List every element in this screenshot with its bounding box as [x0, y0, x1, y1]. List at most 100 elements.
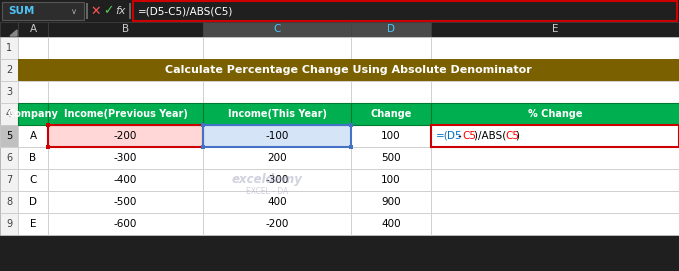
Bar — [48, 147, 203, 169]
Bar — [203, 125, 351, 147]
Text: E: E — [552, 24, 558, 34]
Text: 4: 4 — [6, 109, 12, 119]
Text: 2: 2 — [6, 65, 12, 75]
Text: 400: 400 — [381, 219, 401, 229]
Bar — [0, 191, 18, 213]
Text: ): ) — [515, 131, 519, 141]
Bar — [431, 191, 679, 213]
Bar — [431, 103, 679, 125]
Bar — [203, 213, 351, 235]
Bar — [203, 22, 351, 37]
Bar — [18, 103, 48, 125]
Bar — [431, 125, 679, 147]
Text: Income(Previous Year): Income(Previous Year) — [64, 109, 187, 119]
Bar — [431, 59, 679, 81]
Text: 6: 6 — [6, 153, 12, 163]
Bar — [431, 37, 679, 59]
Bar — [351, 125, 431, 147]
Bar — [129, 3, 130, 19]
Bar — [0, 147, 18, 169]
Text: -300: -300 — [265, 175, 289, 185]
Bar — [48, 81, 203, 103]
Text: B: B — [122, 24, 129, 34]
Bar — [0, 125, 18, 147]
Bar — [351, 103, 431, 125]
Bar — [0, 169, 18, 191]
Bar — [133, 1, 677, 21]
Bar — [351, 103, 431, 125]
Bar — [46, 123, 50, 127]
Bar — [203, 59, 351, 81]
Text: -600: -600 — [114, 219, 137, 229]
Text: ∨: ∨ — [71, 8, 77, 17]
Text: A: A — [29, 24, 37, 34]
Bar — [18, 125, 48, 147]
Text: D: D — [387, 24, 395, 34]
Text: Company: Company — [7, 109, 58, 119]
Bar — [431, 125, 679, 147]
Bar — [351, 59, 431, 81]
Text: -200: -200 — [114, 131, 137, 141]
Text: -100: -100 — [265, 131, 289, 141]
Bar — [48, 59, 203, 81]
Text: C5: C5 — [462, 131, 477, 141]
Bar — [351, 191, 431, 213]
Text: 3: 3 — [6, 87, 12, 97]
Text: 7: 7 — [6, 175, 12, 185]
Bar — [349, 145, 353, 149]
Bar — [0, 213, 18, 235]
Text: D: D — [29, 197, 37, 207]
Text: B: B — [29, 153, 37, 163]
Bar — [203, 81, 351, 103]
Bar — [351, 213, 431, 235]
Polygon shape — [10, 30, 17, 36]
Text: SUM: SUM — [8, 6, 35, 16]
Text: C5: C5 — [505, 131, 519, 141]
Text: -400: -400 — [114, 175, 137, 185]
Text: ): ) — [473, 131, 477, 141]
Text: -: - — [457, 131, 461, 141]
Text: =(D5-C5)/ABS(C5): =(D5-C5)/ABS(C5) — [138, 6, 234, 16]
Bar — [203, 169, 351, 191]
Bar — [431, 213, 679, 235]
Bar — [18, 81, 48, 103]
Bar — [0, 103, 18, 125]
Text: fx: fx — [115, 6, 126, 16]
Bar — [48, 103, 203, 125]
Bar — [201, 123, 205, 127]
Bar — [0, 59, 18, 81]
Bar — [351, 147, 431, 169]
Bar — [201, 145, 205, 149]
Bar — [201, 145, 205, 149]
Bar — [431, 169, 679, 191]
Text: E: E — [30, 219, 36, 229]
Text: ✓: ✓ — [103, 5, 113, 18]
Bar — [351, 22, 431, 37]
Bar — [48, 169, 203, 191]
Text: 900: 900 — [381, 197, 401, 207]
Bar — [203, 125, 351, 147]
Bar — [0, 37, 18, 59]
Bar — [48, 191, 203, 213]
Bar — [431, 103, 679, 125]
Bar — [86, 3, 88, 19]
Text: 5: 5 — [6, 131, 12, 141]
Text: C: C — [29, 175, 37, 185]
Text: exceldemy: exceldemy — [232, 173, 302, 186]
Bar — [0, 0, 679, 22]
Bar — [18, 213, 48, 235]
Bar — [18, 191, 48, 213]
Bar — [48, 37, 203, 59]
Text: Income(This Year): Income(This Year) — [227, 109, 327, 119]
Text: C: C — [274, 24, 280, 34]
Text: -300: -300 — [114, 153, 137, 163]
Bar — [431, 22, 679, 37]
Bar — [48, 22, 203, 37]
Bar — [2, 2, 84, 20]
Text: 100: 100 — [381, 131, 401, 141]
Text: Change: Change — [370, 109, 411, 119]
Bar — [0, 81, 18, 103]
Bar — [351, 169, 431, 191]
Text: % Change: % Change — [528, 109, 583, 119]
Text: EXCEL - DA: EXCEL - DA — [246, 186, 288, 195]
